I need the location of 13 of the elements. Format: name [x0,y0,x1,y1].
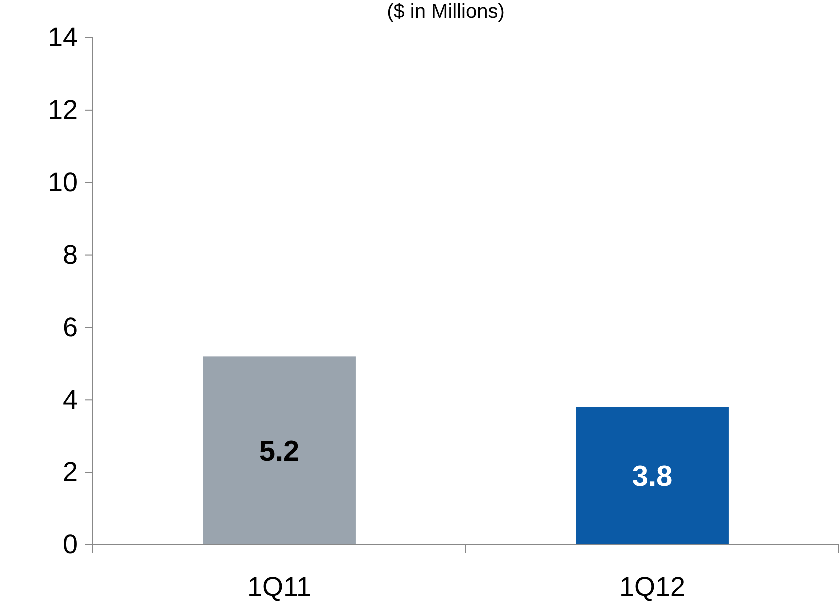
data-label: 3.8 [632,461,673,494]
y-tick-label: 14 [48,22,78,53]
y-tick-label: 10 [48,167,78,198]
x-tick-label: 1Q11 [247,572,312,602]
y-tick-label: 8 [62,240,78,270]
y-tick-label: 0 [62,530,78,560]
y-tick-label: 4 [62,384,78,415]
y-tick-label: 6 [62,312,78,342]
y-tick-label: 12 [48,95,78,126]
chart-subtitle: ($ in Millions) [387,1,505,23]
y-tick-label: 2 [62,457,78,488]
data-label: 5.2 [259,436,300,468]
x-tick-label: 1Q12 [619,572,686,602]
